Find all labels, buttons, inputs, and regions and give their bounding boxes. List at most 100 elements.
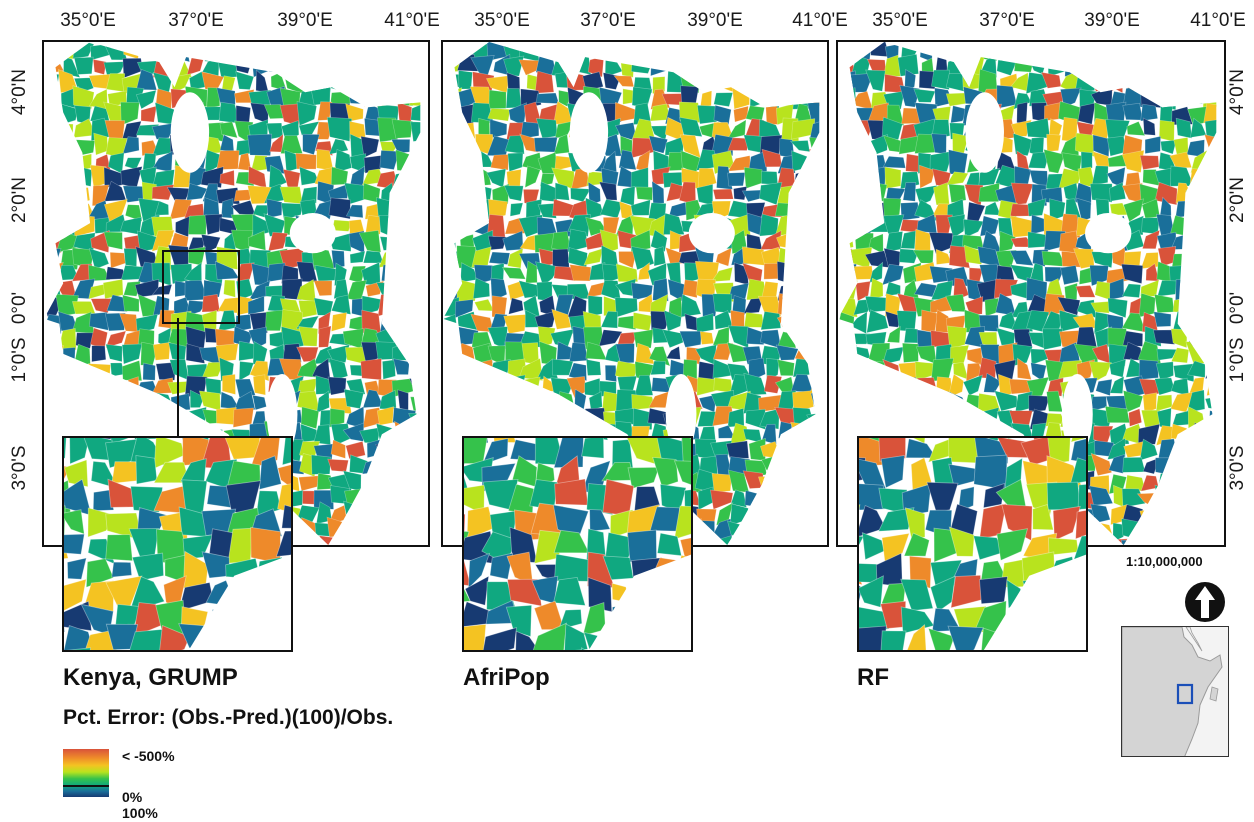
inset-region (1052, 505, 1081, 542)
lon-tick: 41°0'E (1190, 10, 1246, 31)
map-region (328, 358, 349, 381)
map-region (775, 344, 799, 361)
map-region (727, 172, 746, 187)
map-region (1060, 87, 1082, 108)
map-region (1089, 485, 1114, 506)
map-region (518, 59, 542, 76)
map-region (1142, 392, 1158, 414)
map-region (313, 489, 334, 510)
map-region (358, 230, 382, 253)
inset-region (673, 505, 691, 540)
map-region (221, 373, 236, 395)
map-region (1027, 198, 1047, 217)
map-region (247, 133, 273, 156)
map-region (711, 473, 733, 493)
lon-tick: 39°0'E (277, 10, 333, 31)
map-region (648, 391, 670, 409)
map-region (318, 325, 332, 348)
map-region (1057, 296, 1081, 316)
map-region (534, 261, 560, 287)
map-scale: 1:10,000,000 (1126, 554, 1203, 569)
map-region (252, 374, 266, 396)
map-region (186, 183, 208, 201)
map-region (630, 199, 651, 216)
map-region (632, 407, 653, 431)
inset-region (532, 622, 567, 650)
map-region (490, 154, 509, 171)
inset-region (859, 483, 886, 511)
map-region (1142, 457, 1160, 475)
inset-choropleth-rf (859, 438, 1086, 650)
map-region (965, 296, 984, 315)
inset-region (505, 604, 533, 638)
map-region (201, 293, 221, 313)
map-region (140, 105, 157, 123)
map-region (1041, 250, 1067, 267)
map-region (662, 329, 684, 349)
map-region (295, 152, 317, 170)
inset-region (627, 466, 660, 490)
map-region (154, 200, 170, 216)
map-region (331, 294, 352, 315)
lon-tick: 35°0'E (60, 10, 116, 31)
map-region (1153, 329, 1175, 345)
map-region (489, 118, 508, 139)
lake (170, 92, 210, 173)
inset-region (656, 532, 682, 557)
map-region (316, 390, 330, 414)
map-region (1075, 285, 1096, 298)
inset-choropleth-afripop (464, 438, 691, 650)
map-region (682, 279, 698, 299)
map-region (1109, 375, 1125, 394)
map-region (760, 311, 782, 331)
inset-region (979, 576, 1008, 605)
inset-region (1046, 481, 1082, 511)
map-region (298, 475, 320, 492)
inset-region (881, 532, 910, 564)
map-region (1042, 328, 1063, 351)
map-region (1075, 197, 1092, 222)
map-region (1089, 361, 1112, 383)
inset-region (947, 625, 984, 650)
map-region (963, 244, 986, 265)
map-region (1058, 309, 1081, 332)
map-region (266, 198, 283, 219)
map-region (102, 278, 124, 300)
inset-region (880, 455, 905, 489)
map-region (391, 119, 413, 139)
map-region (215, 343, 239, 362)
map-region (206, 87, 221, 110)
map-region (855, 280, 871, 302)
map-region (487, 108, 511, 122)
map-region (757, 295, 782, 317)
map-region (622, 88, 636, 105)
lon-tick: 37°0'E (979, 10, 1035, 31)
map-region (201, 361, 225, 379)
map-region (615, 343, 635, 364)
zoom-box (162, 250, 240, 324)
map-region (329, 408, 346, 428)
map-region (1144, 135, 1161, 154)
map-region (1080, 151, 1093, 173)
map-region (1121, 488, 1146, 508)
map-region (763, 374, 783, 394)
map-region (1090, 452, 1113, 476)
map-region (983, 372, 1002, 393)
map-region (902, 342, 919, 363)
map-region (327, 183, 349, 199)
map-region (946, 325, 967, 350)
inset-region (1070, 438, 1086, 443)
map-region (298, 121, 320, 136)
map-region (311, 454, 332, 475)
inset-region (64, 578, 87, 611)
map-region (1109, 277, 1125, 301)
map-region (105, 330, 127, 349)
map-region (105, 343, 123, 363)
map-region (614, 297, 638, 318)
map-region (1026, 309, 1050, 333)
lon-tick: 41°0'E (384, 10, 440, 31)
map-region (881, 116, 903, 141)
inset-region (1069, 457, 1086, 485)
map-region (554, 182, 570, 201)
map-region (502, 230, 524, 251)
